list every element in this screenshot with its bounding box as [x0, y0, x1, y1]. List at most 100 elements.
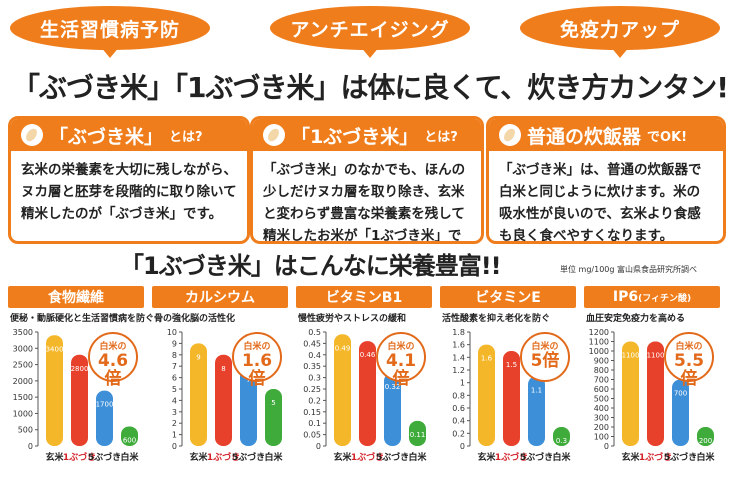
category-label: 玄米 [45, 451, 64, 463]
y-tick-label: 600 [594, 385, 609, 394]
unit-note: 単位 mg/100g 富山県食品研究所調べ [560, 265, 697, 274]
y-tick-label: 0.2 [452, 429, 465, 438]
y-tick-label: 0.8 [452, 391, 465, 400]
y-tick-label: 400 [594, 404, 609, 413]
chart-desc: 活性酸素を抑え老化を防ぐ [442, 314, 551, 324]
bar-2 [528, 376, 545, 446]
bar-value-label: 8 [221, 365, 225, 373]
bar-value-label: 1.1 [531, 386, 542, 394]
ratio-callout: 白米の 4.6倍 [88, 332, 138, 388]
subheading: 「1ぶづき米」はこんなに栄養豊富!! [120, 252, 502, 280]
bar-value-label: 200 [699, 437, 712, 445]
chart-desc: 血圧安定免疫力を高める [586, 314, 686, 324]
y-tick-label: 5 [172, 385, 177, 394]
y-tick-label: 6 [172, 374, 177, 383]
chart-desc: 便秘・動脈硬化と生活習慣病を防ぐ [10, 314, 155, 324]
headline: 「ぶづき米」「1ぶづき米」は体に良くて、炊き方カンタン! [11, 71, 729, 104]
y-tick-label: 8 [172, 351, 177, 360]
category-label: 白米 [552, 451, 571, 463]
y-tick-label: 1000 [13, 409, 33, 418]
chart-desc: 骨の強化脳の活性化 [154, 314, 236, 324]
y-tick-label: 0 [460, 442, 465, 451]
chart-1: カルシウム骨の強化脳の活性化0123456789109玄米81ぶづき75ぶづき5… [152, 286, 288, 486]
bar-0 [478, 344, 495, 446]
chart-3: ビタミンE 活性酸素を抑え老化を防ぐ 0 0.2 0.4 0.6 0.8 1 1.2 1.4 1.6… [440, 286, 576, 486]
bar-value-label: 2800 [71, 365, 89, 373]
bar-value-label: 5 [271, 399, 275, 407]
y-tick-label: 1000 [589, 347, 609, 356]
y-tick-label: 0 [604, 442, 609, 451]
ratio-callout: 白米の 5.5倍 [664, 332, 714, 388]
bar-value-label: 0.49 [335, 344, 351, 352]
bar-value-label: 600 [123, 436, 136, 444]
chart-title: ビタミンE [440, 286, 576, 308]
bar-chart: 0 500 1000 1500 2000 2500 3000 3500 3400 玄米 2800 1ぶ… [13, 328, 140, 463]
bar-3 [121, 426, 138, 446]
chart-2: ビタミンB1 慢性疲労やストレスの緩和 0 0.05 0.1 0.15 0.2 0.25 0.3… [296, 286, 432, 486]
category-label: 玄米 [621, 451, 640, 463]
chart-title: 食物繊維 [8, 286, 144, 308]
bar-2 [96, 390, 113, 446]
category-label: 白米 [696, 451, 715, 463]
bar-2 [384, 373, 401, 446]
y-tick-label: 0 [316, 442, 321, 451]
y-tick-label: 3500 [13, 328, 33, 337]
y-tick-label: 1 [460, 379, 465, 388]
rice-icon [21, 124, 43, 146]
y-tick-label: 200 [594, 423, 609, 432]
chart-title: カルシウム [152, 286, 288, 308]
y-tick-label: 3000 [13, 344, 33, 353]
bar-value-label: 3400 [46, 345, 64, 353]
bar-2 [672, 379, 689, 446]
bar-0 [190, 343, 207, 446]
bar-value-label: 1100 [647, 352, 665, 360]
bar-3 [697, 427, 714, 446]
category-label: 玄米 [333, 451, 352, 463]
chart-0: 食物繊維 便秘・動脈硬化と生活習慣病を防ぐ 0 500 1000 1500 2000 2500… [8, 286, 155, 486]
category-label: 1ぶづき [207, 451, 240, 463]
category-label: 5ぶづき [376, 451, 409, 463]
bar-1 [359, 341, 376, 446]
bubble-antiaging: アンチエイジング [270, 6, 470, 58]
category-label: 1ぶづき [639, 451, 672, 463]
rice-icon [499, 124, 521, 146]
category-label: 玄米 [189, 451, 208, 463]
y-tick-label: 700 [594, 376, 609, 385]
y-tick-label: 1.8 [452, 328, 465, 337]
y-tick-label: 0.15 [303, 408, 321, 417]
ratio-callout: 白米の 1.6倍 [232, 332, 282, 388]
bar-0 [334, 334, 351, 446]
y-tick-label: 1100 [589, 338, 609, 347]
bar-value-label: 1.5 [506, 361, 517, 369]
bar-1 [503, 351, 520, 446]
bar-value-label: 9 [196, 353, 200, 361]
bar-1 [647, 341, 664, 446]
y-tick-label: 500 [18, 426, 33, 435]
y-tick-label: 1200 [589, 328, 609, 337]
bar-0 [46, 335, 63, 446]
bar-value-label: 1100 [622, 352, 640, 360]
bar-3 [553, 427, 570, 446]
y-tick-label: 0.45 [303, 339, 321, 348]
category-label: 1ぶづき [63, 451, 96, 463]
bar-1 [215, 354, 232, 446]
category-label: 5ぶづき [232, 451, 265, 463]
chart-title: ビタミンB1 [296, 286, 432, 308]
y-tick-label: 800 [594, 366, 609, 375]
category-label: 白米 [264, 451, 283, 463]
category-label: 5ぶづき [664, 451, 697, 463]
y-tick-label: 1500 [13, 393, 33, 402]
bubble-immunity: 免疫力アップ [520, 6, 720, 58]
bar-3 [409, 420, 426, 446]
y-tick-label: 900 [594, 357, 609, 366]
y-tick-label: 0.4 [308, 351, 321, 360]
y-tick-label: 0.5 [308, 328, 321, 337]
y-tick-label: 0.6 [452, 404, 465, 413]
y-tick-label: 1.6 [452, 341, 465, 350]
y-tick-label: 0 [172, 442, 177, 451]
y-tick-label: 2000 [13, 377, 33, 386]
y-tick-label: 1.4 [452, 353, 465, 362]
category-label: 白米 [120, 451, 139, 463]
y-tick-label: 9 [172, 339, 177, 348]
bar-value-label: 700 [674, 390, 687, 398]
